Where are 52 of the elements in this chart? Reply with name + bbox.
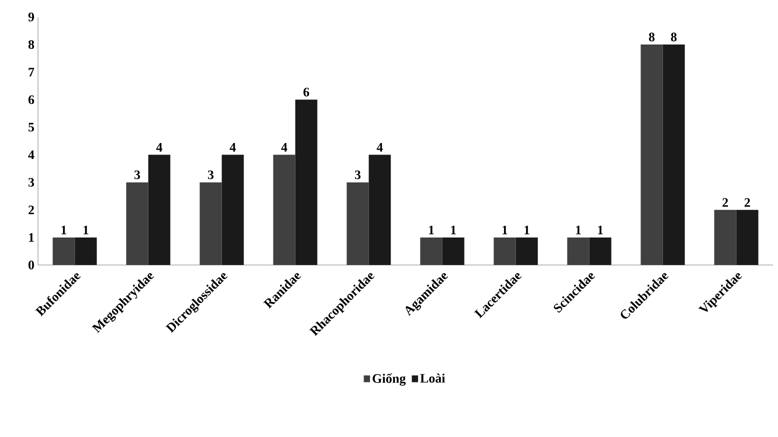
data-label: 2: [722, 198, 728, 207]
data-label: 1: [576, 226, 581, 234]
bar: [442, 237, 464, 265]
bar: [516, 237, 538, 265]
y-tick-label: 7: [28, 68, 34, 76]
data-label: 4: [281, 143, 288, 152]
data-label: 6: [303, 88, 310, 96]
bar: [222, 154, 244, 265]
y-tick-label: 6: [28, 95, 34, 104]
data-label: 1: [598, 226, 603, 234]
data-label: 4: [376, 143, 383, 152]
bar: [273, 154, 296, 265]
bar: [126, 182, 148, 265]
data-label: 4: [230, 143, 236, 152]
bar: [567, 237, 590, 265]
y-tick-label: 3: [28, 178, 34, 187]
bar: [662, 44, 685, 265]
data-label: 3: [354, 170, 361, 180]
bar: [589, 237, 612, 265]
bar: [420, 237, 442, 265]
y-tick-label: 1: [29, 233, 34, 242]
bar: [494, 237, 516, 265]
legend-label: Loài: [420, 374, 446, 383]
bar: [736, 210, 758, 265]
data-label: 3: [134, 170, 140, 180]
y-tick-label: 0: [28, 260, 34, 270]
bar: [200, 182, 222, 265]
data-label: 1: [451, 226, 456, 234]
bar: [52, 237, 75, 265]
data-label: 2: [744, 198, 750, 207]
y-tick-label: 2: [28, 206, 34, 214]
data-label: 1: [502, 226, 508, 234]
data-label: 4: [156, 143, 162, 152]
bar: [148, 154, 170, 265]
bar: [368, 154, 391, 265]
data-label: 1: [84, 226, 88, 234]
data-label: 8: [648, 32, 655, 42]
y-tick-label: 5: [28, 122, 34, 132]
y-tick-label: 4: [28, 150, 34, 160]
bar: [714, 210, 736, 265]
legend-label: Giống: [372, 373, 406, 386]
bar: [74, 237, 97, 265]
data-label: 1: [62, 226, 66, 234]
data-label: 3: [208, 170, 214, 180]
bar: [295, 100, 318, 265]
data-label: 1: [429, 226, 434, 234]
bar: [346, 182, 369, 265]
bar: [640, 44, 663, 265]
data-label: 1: [524, 226, 530, 234]
data-label: 8: [670, 32, 677, 42]
y-tick-label: 9: [28, 12, 34, 22]
y-tick-label: 8: [28, 40, 34, 49]
